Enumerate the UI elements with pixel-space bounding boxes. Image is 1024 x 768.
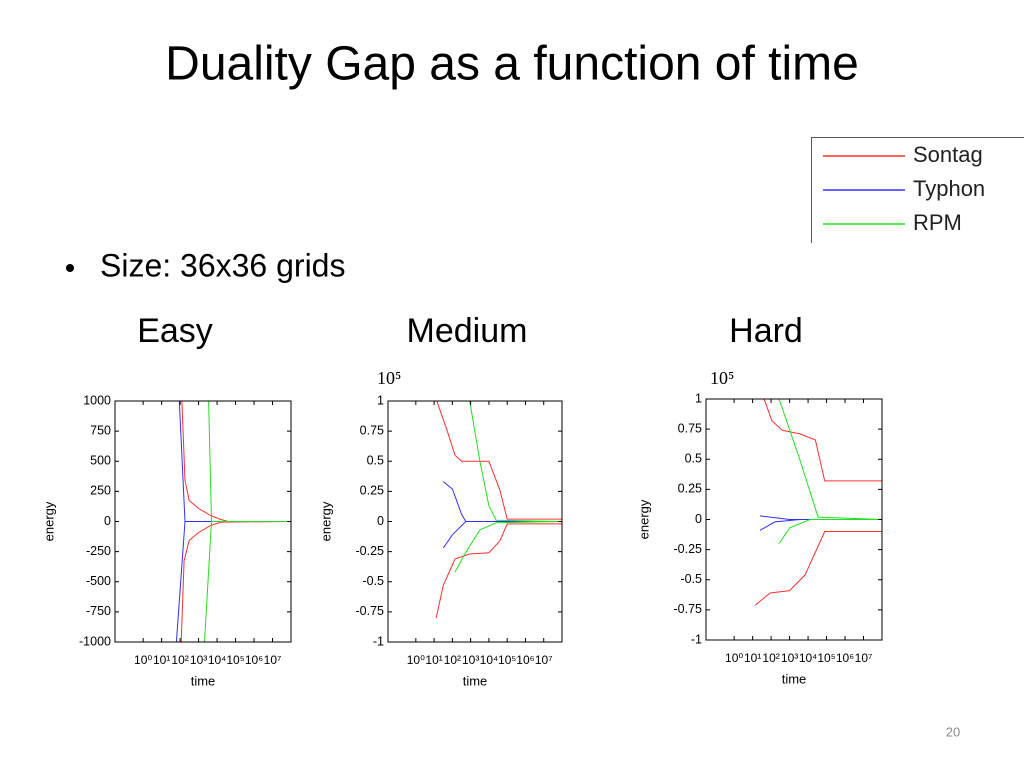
data-line	[442, 521, 467, 549]
x-tick-label: 10¹	[425, 653, 442, 667]
y-tick-label: 0.25	[360, 484, 384, 498]
y-tick-label: 1000	[83, 393, 111, 407]
x-tick-label: 10²	[444, 653, 461, 667]
x-axis-label: time	[463, 673, 488, 688]
y-tick-label: 0	[104, 514, 111, 528]
axis-multiplier: 10⁵	[377, 368, 401, 388]
y-tick-label: 0.5	[685, 452, 702, 466]
x-axis-label: time	[191, 673, 216, 688]
data-line	[180, 521, 291, 642]
data-line	[208, 401, 291, 522]
x-tick-label: 10⁶	[245, 653, 263, 667]
legend: Sontag Typhon RPM	[811, 137, 1024, 243]
y-tick-label: -250	[86, 544, 111, 558]
x-axis-label: time	[782, 671, 807, 686]
legend-label: Typhon	[913, 176, 985, 201]
y-tick-label: -0.5	[680, 572, 702, 586]
page-number: 20	[946, 724, 960, 739]
x-tick-label: 10⁴	[799, 651, 818, 665]
y-tick-label: -0.25	[356, 544, 385, 558]
x-tick-label: 10³	[462, 653, 479, 667]
y-tick-label: 0.25	[678, 482, 702, 496]
data-line	[778, 399, 882, 520]
y-tick-label: 1	[377, 393, 384, 407]
slide-title: Duality Gap as a function of time	[165, 38, 859, 91]
legend-label: Sontag	[913, 142, 983, 167]
y-tick-label: -0.25	[674, 542, 703, 556]
y-tick-label: 500	[90, 454, 111, 468]
data-line	[435, 523, 562, 619]
data-line	[178, 401, 291, 522]
x-tick-label: 10⁷	[535, 653, 553, 667]
x-tick-label: 10⁶	[836, 651, 854, 665]
bullet-text: Size: 36x36 grids	[100, 247, 345, 283]
y-tick-label: 0	[377, 514, 384, 528]
data-line	[759, 519, 882, 531]
legend-label: RPM	[913, 210, 962, 235]
x-tick-label: 10²	[762, 651, 779, 665]
x-tick-label: 10⁵	[817, 651, 835, 665]
axis-multiplier: 10⁵	[710, 368, 734, 388]
y-tick-label: -0.75	[356, 604, 385, 618]
panel-title: Medium	[407, 312, 528, 350]
data-line	[763, 399, 882, 482]
y-tick-label: 0.75	[678, 421, 702, 435]
y-tick-label: -1	[691, 632, 702, 646]
y-tick-label: -750	[86, 604, 111, 618]
x-tick-label: 10⁷	[855, 651, 873, 665]
x-tick-label: 10³	[190, 653, 207, 667]
y-axis-label: energy	[318, 501, 333, 541]
data-line	[436, 401, 562, 520]
y-tick-label: -0.5	[362, 574, 384, 588]
x-tick-label: 10¹	[744, 651, 761, 665]
x-tick-label: 10⁴	[208, 653, 227, 667]
x-tick-label: 10²	[171, 653, 188, 667]
panel-title: Hard	[729, 312, 803, 350]
x-tick-label: 10³	[781, 651, 798, 665]
y-tick-label: 1	[695, 391, 702, 405]
y-tick-label: 750	[90, 423, 111, 437]
bullet-dot	[66, 264, 74, 272]
data-line	[442, 481, 562, 522]
x-tick-label: 10⁵	[498, 653, 516, 667]
y-tick-label: -500	[86, 574, 111, 588]
panel-title: Easy	[137, 312, 213, 350]
y-tick-label: 0	[695, 512, 702, 526]
data-line	[204, 521, 212, 642]
x-tick-label: 10⁶	[516, 653, 534, 667]
data-line	[469, 401, 562, 522]
x-tick-label: 10⁰	[407, 653, 425, 667]
x-tick-label: 10⁰	[134, 653, 152, 667]
y-tick-label: -1	[373, 634, 384, 648]
x-tick-label: 10⁴	[480, 653, 499, 667]
x-tick-label: 10⁰	[725, 651, 743, 665]
data-line	[754, 531, 882, 606]
y-axis-label: energy	[636, 499, 651, 539]
y-tick-label: 0.5	[367, 454, 384, 468]
x-tick-label: 10⁷	[264, 653, 282, 667]
data-line	[175, 521, 186, 642]
y-tick-label: 250	[90, 484, 111, 498]
data-line	[454, 521, 562, 573]
data-line	[181, 401, 291, 522]
chart: Medium 10⁵ -1 -0.75 -0.5 -0.25 0 0.25 0.5 0.75 1 10…	[318, 312, 563, 688]
data-line	[778, 519, 882, 544]
y-tick-label: 0.75	[360, 423, 384, 437]
x-tick-label: 10⁵	[226, 653, 244, 667]
x-tick-label: 10¹	[153, 653, 170, 667]
y-axis-label: energy	[41, 501, 56, 541]
y-tick-label: -1000	[79, 634, 111, 648]
y-tick-label: -0.75	[674, 602, 703, 616]
